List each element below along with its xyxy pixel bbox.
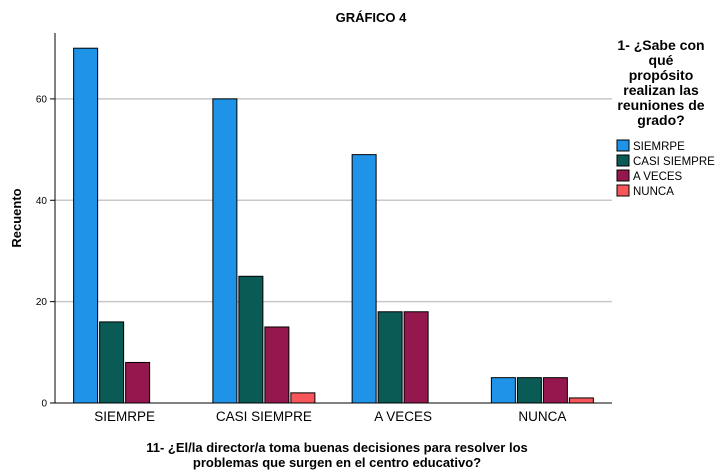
y-tick-label: 60 <box>36 94 48 105</box>
bar <box>377 311 403 404</box>
legend-title-line: propósito <box>629 67 694 83</box>
legend-title-line: grado? <box>637 112 684 128</box>
legend-label: SIEMRPE <box>633 141 685 153</box>
bar <box>238 275 264 404</box>
y-tick-label: 40 <box>36 196 48 207</box>
bar <box>403 311 429 404</box>
legend-title-line: 1- ¿Sabe con <box>617 37 704 53</box>
bar <box>542 377 568 404</box>
x-axis-label-line-2: problemas que surgen en el centro educat… <box>193 455 481 470</box>
y-tick-label: 0 <box>41 399 47 410</box>
legend-title-line: qué <box>649 52 674 68</box>
bar <box>516 377 542 404</box>
bar <box>125 361 151 404</box>
x-tick-label: NUNCA <box>518 409 566 424</box>
y-ticks: 0 20 40 60 <box>36 94 55 410</box>
bar <box>490 377 516 404</box>
legend-swatch <box>616 154 630 167</box>
bar <box>264 326 290 404</box>
x-tick-label: A VECES <box>374 409 432 424</box>
bar <box>351 154 377 404</box>
x-tick-label: CASI SIEMPRE <box>216 409 312 424</box>
bar <box>73 47 99 404</box>
bars <box>73 47 594 404</box>
y-axis-label: Recuento <box>9 188 24 247</box>
legend-swatch <box>616 139 630 152</box>
legend-swatch <box>616 184 630 197</box>
x-tick-label: SIEMRPE <box>94 409 155 424</box>
legend-label: NUNCA <box>633 186 674 198</box>
y-tick-label: 20 <box>36 297 48 308</box>
bar <box>99 321 125 404</box>
gridlines <box>55 98 612 303</box>
bar <box>290 392 316 404</box>
bar <box>568 397 594 404</box>
x-categories: SIEMRPE CASI SIEMPRE A VECES NUNCA <box>94 409 566 424</box>
x-axis-label-line-1: 11- ¿El/la director/a toma buenas decisi… <box>146 440 528 455</box>
bar <box>212 98 238 404</box>
legend-title-line: reuniones de <box>617 97 704 113</box>
legend-label: A VECES <box>633 171 683 183</box>
legend-title-line: realizan las <box>623 82 699 98</box>
legend-swatch <box>616 169 630 182</box>
legend-label: CASI SIEMPRE <box>633 156 715 168</box>
chart-title: GRÁFICO 4 <box>336 10 408 25</box>
